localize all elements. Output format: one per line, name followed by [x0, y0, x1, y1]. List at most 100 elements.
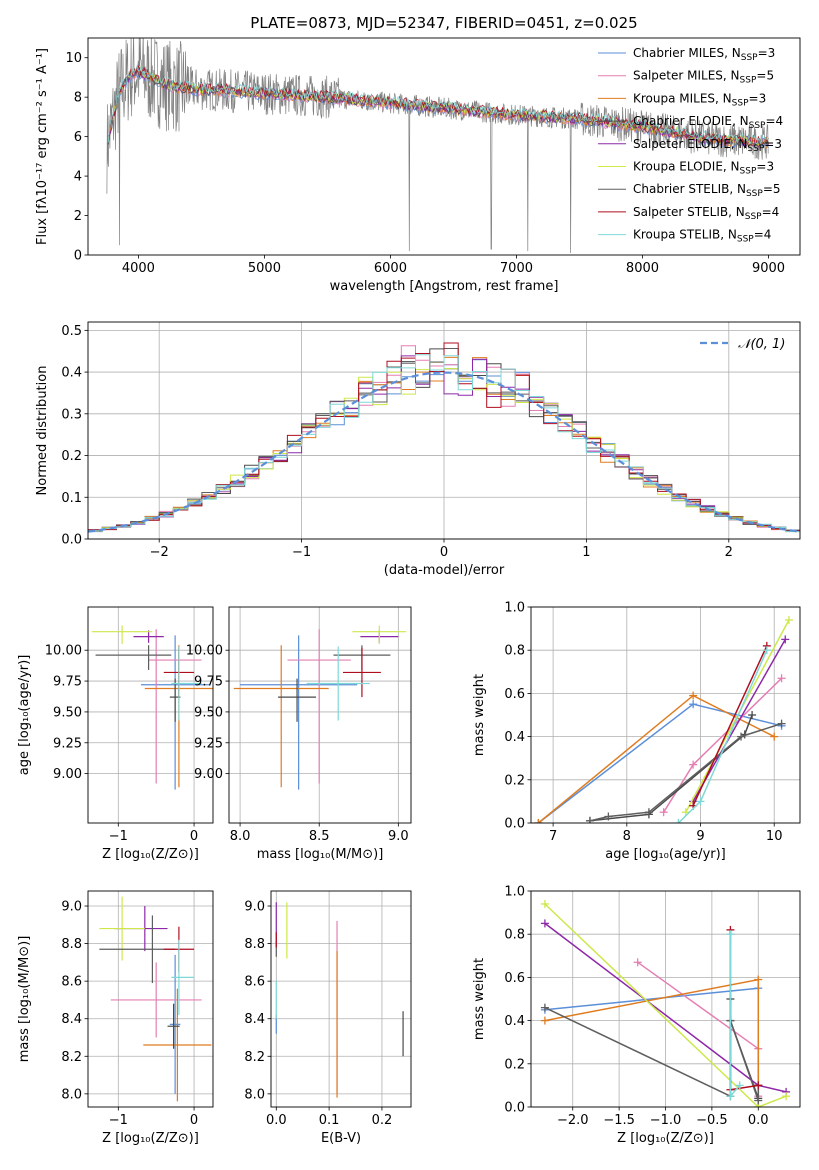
- panel-weight_vs_age: 7 8 9 10 0.0 0.2 0.4 0.6 0.8 1.0 age [log₁₀(age/yr…: [472, 601, 801, 862]
- weight-series-line: [589, 714, 753, 822]
- y-tick-label: 0.2: [504, 773, 525, 788]
- x-tick-label: 8: [623, 829, 631, 844]
- x-tick-label: −0.5: [696, 1113, 728, 1128]
- x-tick-label: 9: [696, 829, 704, 844]
- y-tick-label: 8.2: [61, 1050, 82, 1065]
- weight-marker: [540, 1016, 549, 1025]
- errorbar-point: [167, 1003, 180, 1049]
- y-tick-label: 8.6: [61, 975, 82, 990]
- panel-mass_vs_ebv: 0.0 0.1 0.2 8.0 8.2 8.4 8.6 8.8 9.0 E(B-V): [244, 890, 412, 1146]
- y-tick-label: 0.0: [504, 1101, 525, 1116]
- legend-entry: Chabrier ELODIE, NSSP=4: [633, 114, 783, 131]
- y-tick-label: 0.1: [61, 491, 82, 506]
- axes-frame: [530, 890, 801, 1108]
- y-tick-label: 9.0: [61, 900, 82, 915]
- weight-marker: [689, 691, 698, 700]
- y-axis-label: Normed distribution: [35, 366, 50, 496]
- x-tick-label: 0: [190, 1113, 198, 1128]
- legend-entry: Kroupa STELIB, NSSP=4: [633, 228, 771, 245]
- y-tick-label: 4: [74, 170, 82, 185]
- x-tick-label: −2.0: [557, 1113, 589, 1128]
- legend-entry: Kroupa MILES, NSSP=3: [633, 91, 766, 108]
- x-axis-label: Z [log₁₀(Z/Z⊙)]: [617, 1131, 714, 1146]
- weight-marker: [534, 819, 543, 823]
- weight-marker: [689, 760, 698, 769]
- panel-age_vs_mass: 8.0 8.5 9.0 9.00 9.25 9.50 9.75 10.00 mass [log₁…: [186, 606, 412, 862]
- spectrum-legend: Chabrier MILES, NSSP=3 Salpeter MILES, NS…: [598, 46, 783, 245]
- y-tick-label: 0: [74, 249, 82, 264]
- y-axis-label: mass [log₁₀(M/M⊙)]: [17, 936, 32, 1063]
- panel-age_vs_Z: −1 0 9.00 9.25 9.50 9.75 10.00 Z [log₁₀(Z/Z⊙)] a…: [17, 606, 214, 862]
- x-tick-label: 6000: [374, 261, 407, 276]
- weight-marker: [604, 812, 613, 821]
- y-tick-label: 8.4: [244, 1012, 265, 1027]
- plot-area-mass_vs_ebv: [275, 902, 404, 1098]
- errorbar-point: [171, 939, 195, 1015]
- weight-marker: [748, 711, 757, 719]
- legend-entry: Salpeter STELIB, NSSP=4: [633, 205, 779, 222]
- weight-marker: [754, 1096, 763, 1105]
- y-tick-label: 9.00: [194, 767, 223, 782]
- y-tick-label: 8.0: [244, 1087, 265, 1102]
- plot-area-age_vs_Z: [91, 625, 213, 790]
- y-tick-label: 0.0: [61, 533, 82, 548]
- weight-marker: [633, 958, 642, 967]
- errorbar-point: [95, 645, 172, 670]
- normal-reference-curve: [88, 371, 798, 533]
- weight-series-line: [544, 903, 787, 1107]
- x-tick-label: 0: [440, 545, 448, 560]
- y-tick-label: 9.50: [53, 705, 82, 720]
- y-tick-label: 9.00: [53, 767, 82, 782]
- weight-series-line: [729, 929, 759, 1091]
- x-tick-label: −1: [109, 829, 128, 844]
- y-tick-label: 8: [74, 91, 82, 106]
- figure-title: PLATE=0873, MJD=52347, FIBERID=0451, z=0…: [250, 14, 637, 32]
- errorbar-point: [352, 625, 407, 645]
- x-axis-label: mass [log₁₀(M/M⊙)]: [257, 847, 384, 862]
- x-tick-label: 0: [190, 829, 198, 844]
- weight-marker: [726, 1092, 735, 1101]
- plot-area-age_vs_mass: [233, 625, 407, 790]
- weight-marker: [754, 975, 763, 984]
- x-tick-label: 10: [766, 829, 783, 844]
- x-tick-label: 7: [549, 829, 557, 844]
- y-tick-label: 1.0: [504, 885, 525, 900]
- axes-frame: [87, 890, 214, 1108]
- x-tick-label: 0.2: [372, 1113, 393, 1128]
- y-tick-label: 0.6: [504, 687, 525, 702]
- x-tick-label: −1: [292, 545, 311, 560]
- axes-frame: [87, 606, 214, 824]
- y-tick-label: 0.4: [504, 1014, 525, 1029]
- x-tick-label: 0.0: [748, 1113, 769, 1128]
- x-tick-label: −1.5: [603, 1113, 635, 1128]
- legend-entry: Chabrier STELIB, NSSP=5: [633, 182, 781, 199]
- y-tick-label: 0.8: [504, 644, 525, 659]
- y-axis-label: age [log₁₀(age/yr)]: [17, 655, 32, 776]
- legend-entry: Chabrier MILES, NSSP=3: [633, 46, 775, 63]
- legend-entry: Salpeter MILES, NSSP=5: [633, 69, 774, 86]
- errorbar-point: [169, 954, 181, 1094]
- plot-area-residuals: [88, 342, 800, 539]
- x-tick-label: 8.0: [230, 829, 251, 844]
- weight-marker: [777, 674, 786, 683]
- x-tick-label: 1: [582, 545, 590, 560]
- weight-series-line: [692, 639, 786, 802]
- weight-marker: [540, 919, 549, 928]
- errorbar-point: [287, 629, 351, 784]
- weight-marker: [585, 816, 594, 823]
- weight-marker: [674, 819, 683, 823]
- y-tick-label: 8.8: [61, 937, 82, 952]
- y-tick-label: 0.0: [504, 817, 525, 832]
- y-tick-label: 8.6: [244, 975, 265, 990]
- weight-marker: [754, 1081, 763, 1090]
- histogram-step: [88, 354, 800, 539]
- panel-weight_vs_Z: −2.0 −1.5 −1.0 −0.5 0.0 0.0 0.2 0.4 0.6 0.8 1.0 Z […: [472, 885, 801, 1146]
- y-tick-label: 0.4: [504, 730, 525, 745]
- errorbar-point: [171, 646, 202, 721]
- x-tick-label: 0.1: [319, 1113, 340, 1128]
- axes-frame: [530, 606, 801, 824]
- weight-series-line: [544, 987, 759, 1011]
- y-tick-label: 0.5: [61, 324, 82, 339]
- errorbar-point: [233, 645, 329, 788]
